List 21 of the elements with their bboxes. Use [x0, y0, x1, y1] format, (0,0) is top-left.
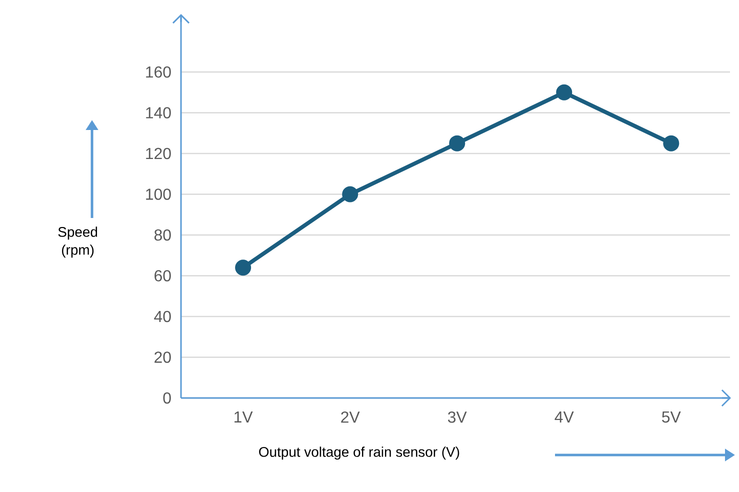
- y-tick-label: 20: [154, 352, 171, 363]
- y-tick-label: 140: [146, 107, 171, 118]
- y-tick-label: 120: [146, 148, 171, 160]
- y-tick-label: 160: [146, 66, 171, 78]
- x-tick-label: 5V: [662, 411, 681, 423]
- y-tick-label: 0: [163, 392, 171, 404]
- y-axis-title: Speed (rpm): [58, 226, 98, 258]
- point: [449, 135, 466, 152]
- x-tick-label: 2V: [341, 412, 360, 423]
- point: [235, 260, 252, 276]
- y-tick-label: 80: [154, 229, 171, 241]
- y-tick-label: 100: [146, 188, 171, 200]
- point: [663, 135, 680, 152]
- point: [342, 186, 358, 202]
- x-tick-label: 1V: [234, 411, 253, 422]
- x-axis-title: Output voltage of rain sensor (V): [259, 446, 460, 460]
- x-tick-label: 3V: [448, 412, 467, 423]
- x-tick-label: 4V: [554, 411, 574, 422]
- point: [556, 84, 572, 100]
- y-tick-label: 60: [154, 270, 171, 282]
- y-tick-label: 40: [154, 310, 171, 322]
